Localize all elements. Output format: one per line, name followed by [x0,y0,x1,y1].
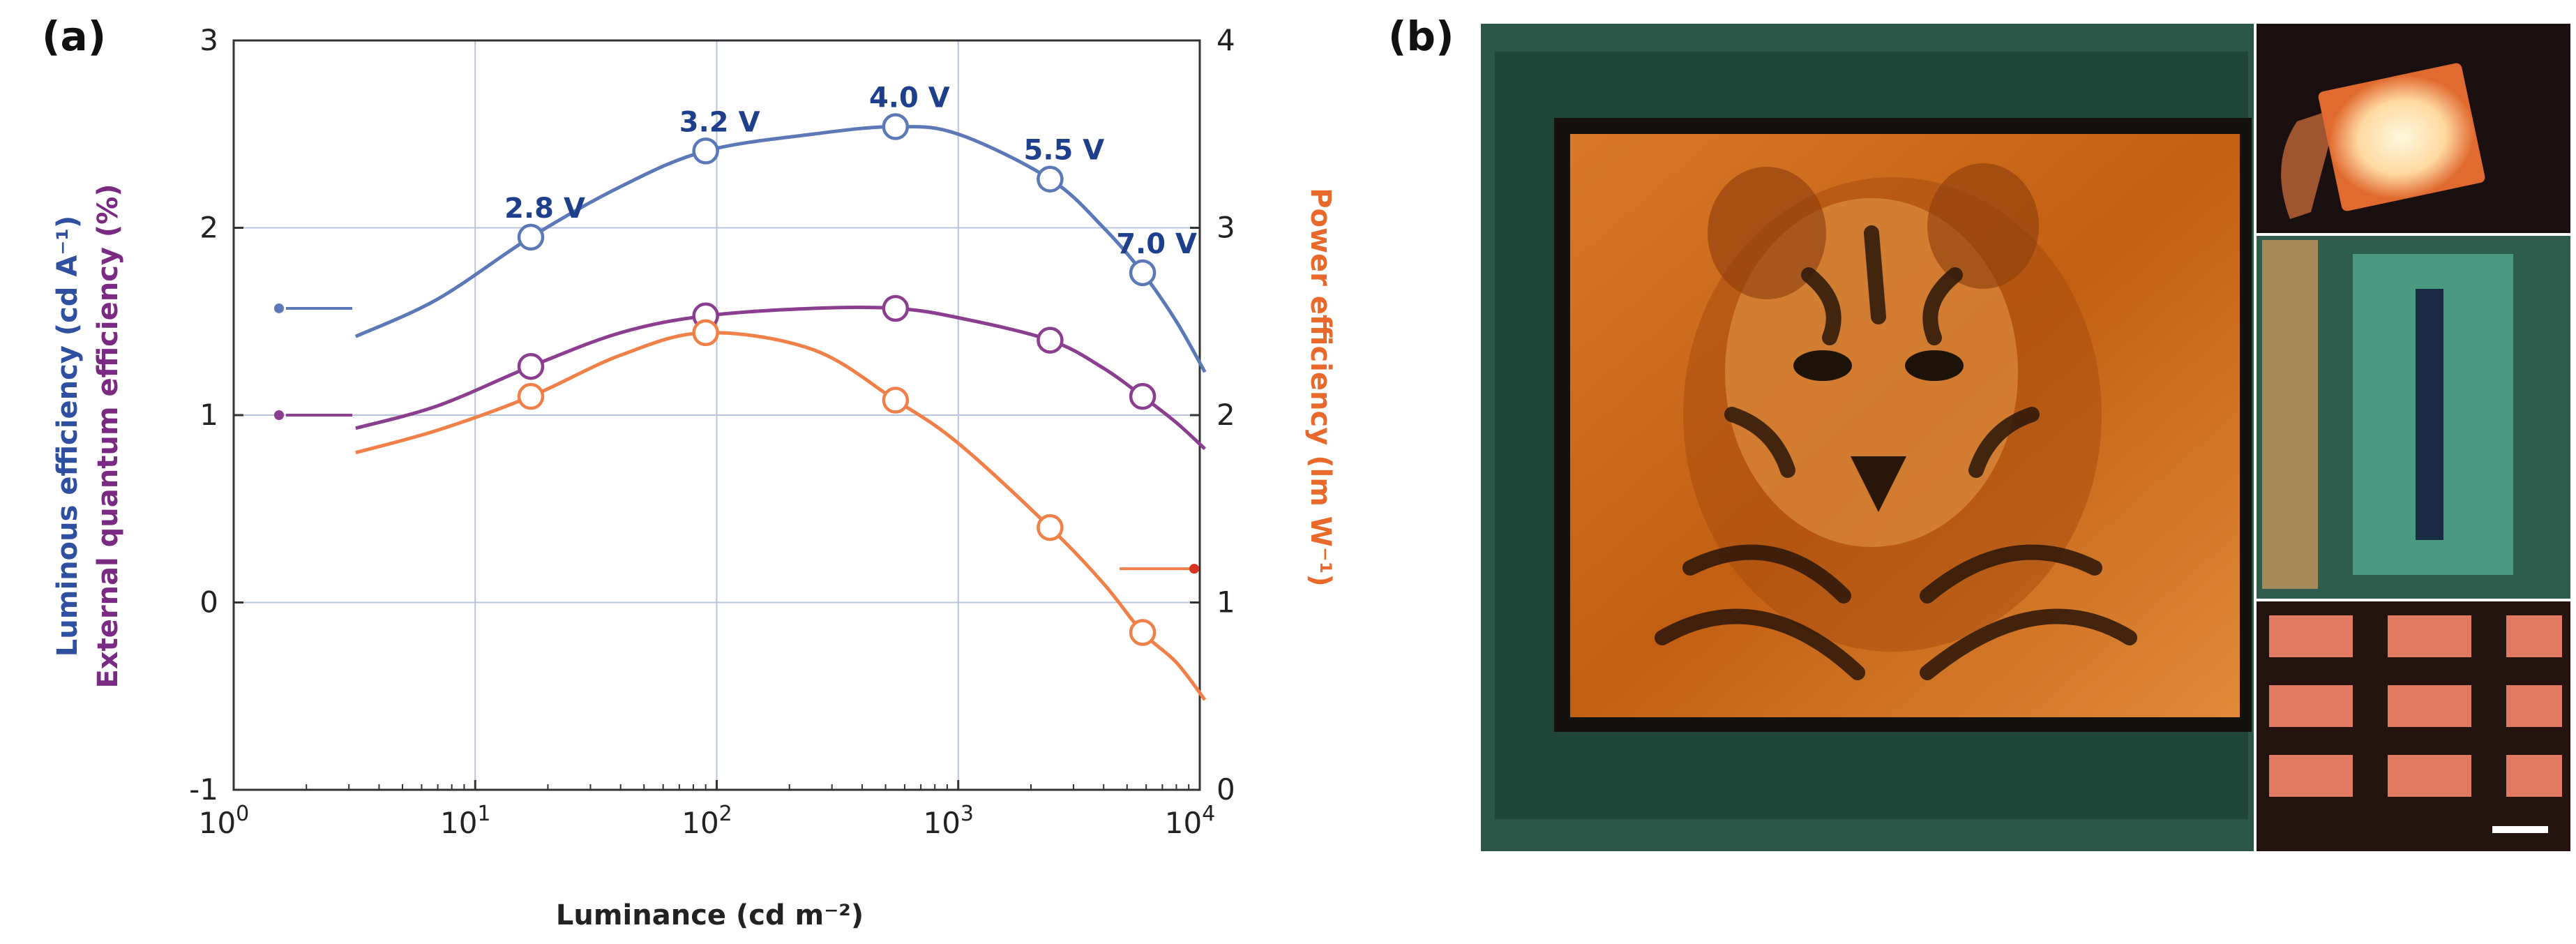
series-point-0 [1129,259,1157,287]
y-left-tick-label: 3 [199,23,218,57]
x-tick-label: 102 [681,802,732,840]
voltage-label: 7.0 V [1116,228,1197,260]
series-point-2 [1129,619,1157,646]
series-layer [274,113,1207,701]
axis-ticks: 100 101 102 103 104 -1 0 1 2 3 0 1 2 3 4 [189,23,1235,840]
scale-bar [2492,826,2548,833]
x-tick-label: 104 [1165,802,1216,840]
y-right-title-power: Power efficiency (lm W⁻¹) [1304,188,1336,587]
x-tick-label: 101 [440,802,491,840]
series-point-2 [692,319,719,347]
y-right-tick-label: 4 [1217,23,1235,57]
voltage-label: 2.8 V [504,193,585,225]
series-point-2 [882,387,910,414]
panel-label-a: (a) [42,13,107,60]
series-point-0 [882,113,910,140]
series-point-1 [517,352,545,380]
series-point-2 [517,382,545,410]
y-right-tick-label: 1 [1217,585,1235,620]
y-left-tick-label: 2 [199,211,218,245]
y-left-tick-label: 1 [199,398,218,432]
series-point-0 [517,223,545,251]
panel-label-b: (b) [1388,13,1454,60]
axis-arrow-head-0 [274,303,284,313]
y-right-tick-label: 0 [1217,772,1235,807]
series-point-1 [1037,327,1064,354]
voltage-label: 4.0 V [869,82,950,114]
series-point-1 [1129,382,1157,410]
y-left-tick-label: -1 [189,772,218,807]
voltage-annotations: 2.8 V 3.2 V 4.0 V 5.5 V 7.0 V [504,82,1197,260]
voltage-label: 3.2 V [679,106,760,138]
y-left-title-luminous: Luminous efficiency (cd A⁻¹) [52,216,84,657]
series-point-2 [1037,514,1064,541]
efficiency-chart: 100 101 102 103 104 -1 0 1 2 3 0 1 2 3 4 2.8 V 3.2 V 4.0… [52,23,1336,931]
pixel-cells [2269,615,2562,797]
y-right-tick-label: 2 [1217,398,1235,432]
oled-display-photo [1481,24,2570,851]
series-point-0 [692,137,719,165]
glowing-panel [2318,63,2485,211]
y-left-title-eqe: External quantum efficiency (%) [92,183,124,688]
series-line-1 [355,305,1207,451]
tiger-image [1655,163,2137,680]
x-axis-title: Luminance (cd m⁻²) [556,899,864,931]
axis-titles: Luminance (cd m⁻²) Luminous efficiency (c… [52,183,1336,931]
series-point-1 [882,294,910,322]
grid [234,40,1200,790]
x-tick-label: 103 [923,802,974,840]
series-point-0 [1037,165,1064,193]
axis-arrow-head-2 [1189,564,1199,574]
x-tick-label: 100 [199,802,250,840]
axis-arrow-head-1 [274,410,284,420]
y-right-tick-label: 3 [1217,211,1235,245]
voltage-label: 5.5 V [1024,135,1105,167]
y-left-tick-label: 0 [199,585,218,620]
